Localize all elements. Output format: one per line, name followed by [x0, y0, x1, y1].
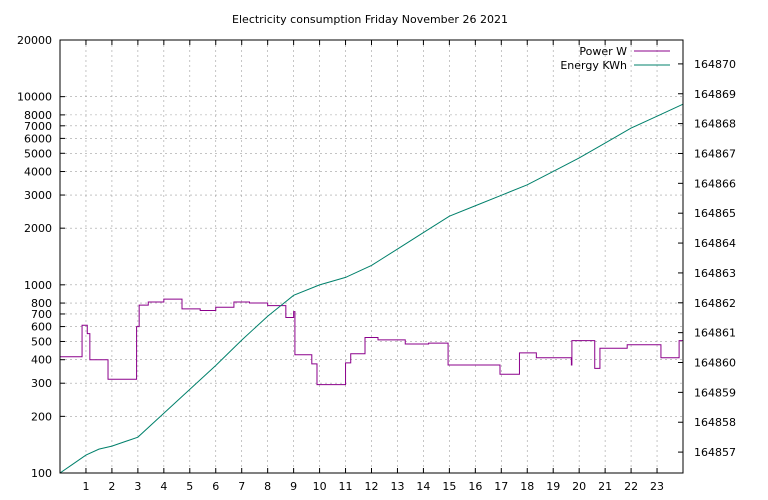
right-tick-label: 164865 [694, 207, 736, 220]
right-tick-label: 164863 [694, 267, 736, 280]
legend-label-power: Power W [579, 45, 627, 58]
left-tick-label: 7000 [24, 120, 52, 133]
x-tick-label: 20 [572, 480, 586, 493]
left-tick-label: 200 [31, 410, 52, 423]
left-tick-label: 400 [31, 354, 52, 367]
right-tick-label: 164857 [694, 446, 736, 459]
x-tick-label: 14 [416, 480, 430, 493]
right-tick-label: 164866 [694, 177, 736, 190]
left-tick-label: 20000 [17, 34, 52, 47]
left-tick-label: 600 [31, 321, 52, 334]
x-tick-label: 7 [238, 480, 245, 493]
left-tick-label: 1000 [24, 279, 52, 292]
x-tick-label: 1 [82, 480, 89, 493]
right-tick-label: 164859 [694, 386, 736, 399]
right-tick-label: 164868 [694, 118, 736, 131]
x-tick-label: 16 [468, 480, 482, 493]
x-tick-label: 4 [160, 480, 167, 493]
left-tick-label: 300 [31, 377, 52, 390]
x-tick-label: 21 [598, 480, 612, 493]
left-tick-label: 2000 [24, 222, 52, 235]
left-tick-label: 700 [31, 308, 52, 321]
x-tick-label: 6 [212, 480, 219, 493]
x-tick-label: 13 [390, 480, 404, 493]
x-tick-label: 12 [365, 480, 379, 493]
left-tick-label: 5000 [24, 147, 52, 160]
legend-label-energy: Energy KWh [560, 59, 627, 72]
x-tick-label: 15 [442, 480, 456, 493]
right-tick-label: 164860 [694, 357, 736, 370]
right-tick-label: 164862 [694, 297, 736, 310]
right-tick-label: 164858 [694, 416, 736, 429]
right-tick-label: 164864 [694, 237, 736, 250]
series-line-power-w [60, 298, 683, 386]
left-tick-label: 6000 [24, 132, 52, 145]
left-tick-label: 10000 [17, 91, 52, 104]
x-tick-label: 17 [494, 480, 508, 493]
left-tick-label: 3000 [24, 189, 52, 202]
x-tick-label: 8 [264, 480, 271, 493]
left-tick-label: 500 [31, 335, 52, 348]
x-tick-label: 3 [134, 480, 141, 493]
x-tick-label: 9 [290, 480, 297, 493]
chart-title: Electricity consumption Friday November … [232, 13, 508, 26]
x-tick-label: 10 [313, 480, 327, 493]
right-tick-label: 164870 [694, 58, 736, 71]
right-tick-label: 164867 [694, 147, 736, 160]
legend: Power W Energy KWh [560, 45, 670, 72]
right-tick-label: 164869 [694, 88, 736, 101]
grid [60, 39, 683, 474]
series-line-energy-kwh [59, 103, 684, 474]
x-tick-label: 11 [339, 480, 353, 493]
x-tick-label: 5 [186, 480, 193, 493]
x-tick-label: 18 [520, 480, 534, 493]
right-axis: 164857 164858 164859 164860 164861 164862 1648… [678, 58, 736, 459]
x-axis: 1 2 3 4 5 6 7 8 9 10 11 12 13 14 15 16 17 18 19 20 21 22 23 [82, 40, 664, 493]
series-layer [59, 103, 684, 474]
right-tick-label: 164861 [694, 327, 736, 340]
left-tick-label: 100 [31, 467, 52, 480]
x-tick-label: 19 [546, 480, 560, 493]
left-tick-label: 800 [31, 297, 52, 310]
left-tick-label: 4000 [24, 166, 52, 179]
x-tick-label: 2 [108, 480, 115, 493]
x-tick-label: 23 [650, 480, 664, 493]
x-tick-label: 22 [624, 480, 638, 493]
left-tick-label: 8000 [24, 109, 52, 122]
